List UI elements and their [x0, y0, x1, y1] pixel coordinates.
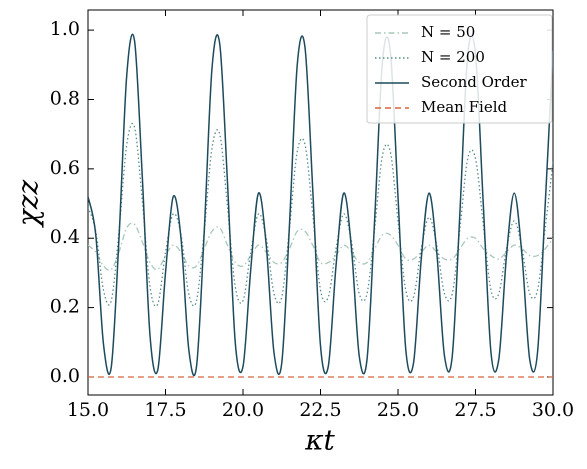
x-tick-label: 15.0 [67, 399, 109, 421]
series-line [88, 222, 553, 271]
legend-label: Mean Field [421, 98, 507, 116]
x-tick-label: 25.0 [377, 399, 419, 421]
legend-label: Second Order [421, 73, 528, 91]
y-tick-label: 1.0 [50, 18, 80, 40]
legend-label: N = 50 [421, 23, 475, 41]
legend-box [366, 14, 553, 124]
x-tick-label: 30.0 [532, 399, 574, 421]
legend: N = 50 N = 200 Second Order Mean Field [366, 14, 553, 124]
y-axis-label: χzz [12, 180, 45, 229]
x-tick-label: 22.5 [299, 399, 341, 421]
y-tick-label: 0.0 [50, 365, 80, 387]
x-axis-label: κt [304, 424, 335, 457]
y-tick-label: 0.8 [50, 87, 80, 109]
y-tick-label: 0.6 [50, 157, 80, 179]
x-tick-label: 20.0 [222, 399, 264, 421]
x-tick-label: 17.5 [144, 399, 186, 421]
series-line [88, 122, 553, 307]
y-tick-label: 0.2 [50, 296, 80, 318]
y-tick-label: 0.4 [50, 226, 80, 248]
legend-label: N = 200 [421, 48, 485, 66]
x-tick-label: 27.5 [454, 399, 496, 421]
